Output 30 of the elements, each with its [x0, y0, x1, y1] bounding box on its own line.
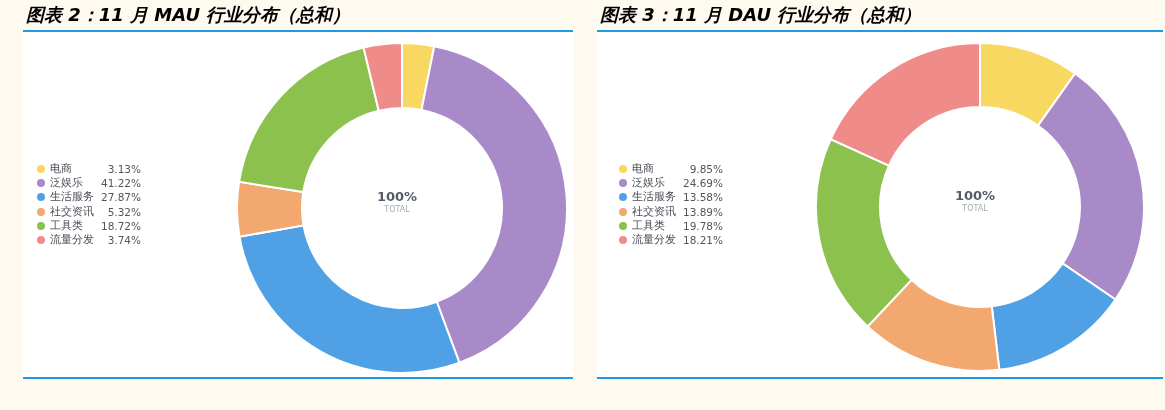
legend-label: 生活服务 [632, 190, 676, 205]
legend-label: 泛娱乐 [50, 176, 83, 191]
legend-label: 生活服务 [50, 190, 94, 205]
chart-title: 图表 3：11 月 DAU 行业分布（总和） [600, 4, 922, 26]
text: TOTAL [961, 203, 989, 214]
data-label: 41.22% [100, 177, 141, 190]
legend-label: 泛娱乐 [632, 176, 665, 191]
data-label: 24.69% [682, 177, 723, 190]
legend-label: 社交资讯 [632, 204, 676, 219]
data-label: 13.58% [682, 191, 723, 204]
data-label: 3.74% [107, 234, 141, 247]
text: TOTAL [383, 204, 411, 215]
data-label: 13.89% [682, 205, 723, 218]
data-label: 5.32% [107, 205, 141, 218]
text: 100% [953, 188, 997, 203]
legend-label: 流量分发 [632, 233, 676, 248]
text: 100% [375, 189, 419, 204]
data-label: 19.78% [682, 219, 723, 232]
legend-label: 社交资讯 [50, 204, 94, 219]
legend-label: 工具类 [632, 218, 665, 233]
data-label: 18.21% [682, 234, 723, 247]
data-label: 18.72% [100, 219, 141, 232]
data-label: 9.85% [689, 162, 723, 175]
data-label: 27.87% [100, 191, 141, 204]
legend-label: 电商 [50, 161, 72, 176]
legend-label: 工具类 [50, 218, 83, 233]
legend-label: 电商 [632, 161, 654, 176]
data-label: 3.13% [107, 162, 141, 175]
chart-title: 图表 2：11 月 MAU 行业分布（总和） [26, 4, 351, 26]
legend-label: 流量分发 [50, 233, 94, 248]
